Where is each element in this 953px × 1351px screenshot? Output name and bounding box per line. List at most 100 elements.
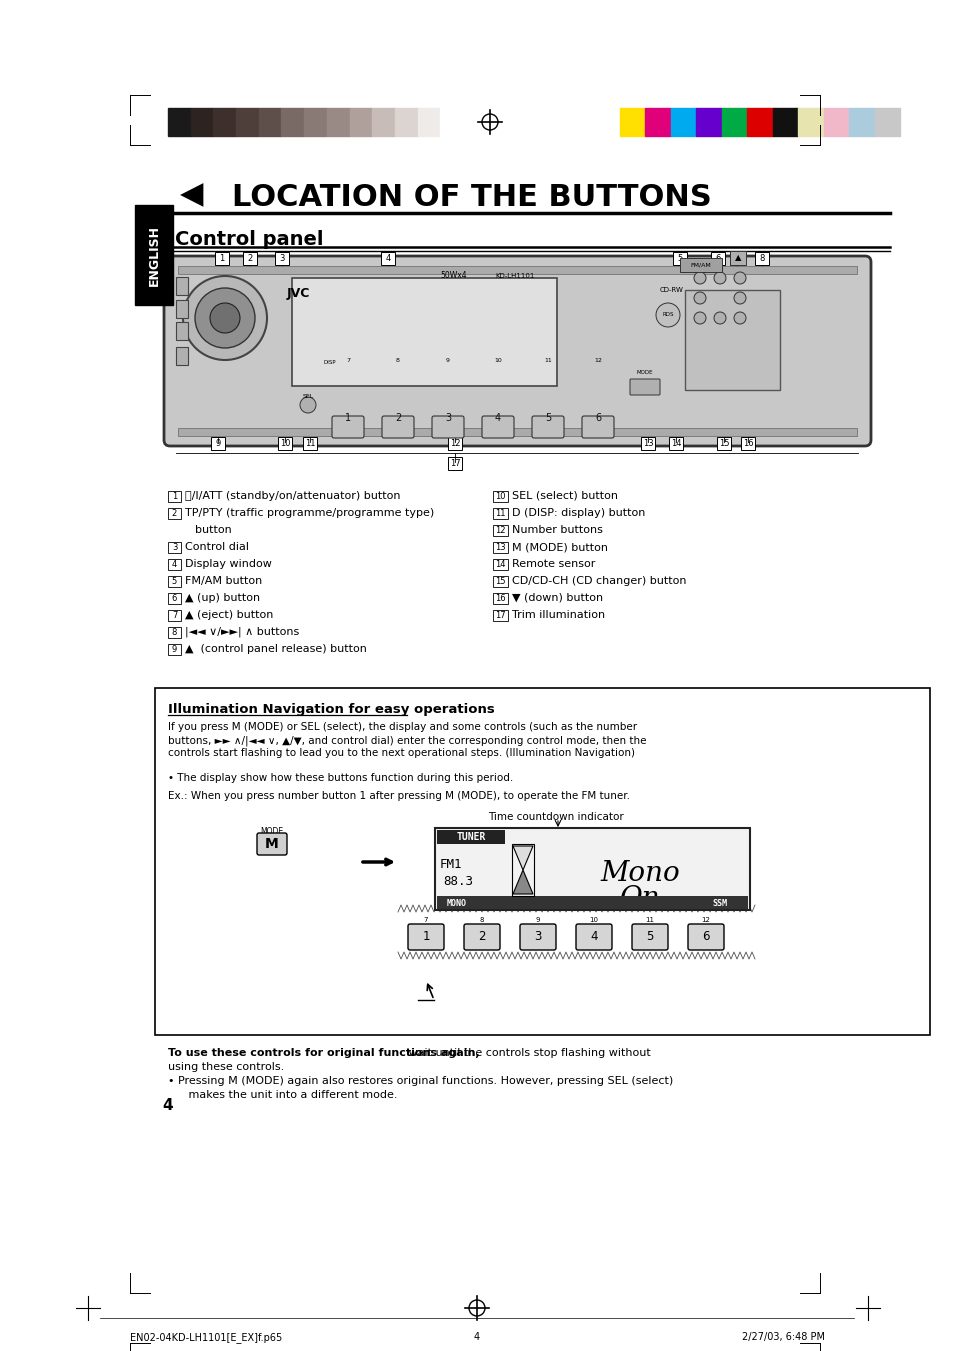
Text: LOCATION OF THE BUTTONS: LOCATION OF THE BUTTONS	[232, 182, 711, 212]
Text: 14: 14	[495, 561, 505, 569]
Text: 9: 9	[536, 917, 539, 923]
Text: MONO: MONO	[447, 898, 467, 908]
FancyBboxPatch shape	[432, 416, 463, 438]
Text: wait until the controls stop flashing without: wait until the controls stop flashing wi…	[405, 1048, 650, 1058]
Bar	[178, 428, 856, 436]
FancyBboxPatch shape	[710, 253, 724, 265]
Text: 1: 1	[172, 492, 177, 501]
Text: 4: 4	[474, 1332, 479, 1342]
FancyBboxPatch shape	[493, 611, 507, 621]
Text: TUNER: TUNER	[456, 832, 485, 842]
Bar	[349, 108, 372, 136]
Text: 10: 10	[494, 358, 501, 362]
Text: 2: 2	[477, 931, 485, 943]
Text: Ex.: When you press number button 1 after pressing M (MODE), to operate the FM t: Ex.: When you press number button 1 afte…	[168, 790, 629, 801]
Bar	[154, 688, 929, 1035]
Text: Illumination Navigation for easy operations: Illumination Navigation for easy operati…	[168, 703, 495, 716]
Text: 7: 7	[172, 611, 177, 620]
Text: 15: 15	[718, 439, 728, 449]
Bar	[619, 108, 645, 136]
Text: 5: 5	[645, 931, 653, 943]
Bar	[670, 108, 696, 136]
Circle shape	[656, 303, 679, 327]
FancyBboxPatch shape	[729, 253, 743, 265]
Bar	[168, 108, 191, 136]
FancyBboxPatch shape	[380, 253, 395, 265]
Text: 7: 7	[423, 917, 428, 923]
FancyBboxPatch shape	[168, 593, 181, 604]
Bar	[436, 830, 504, 844]
Text: 5: 5	[172, 577, 177, 586]
Text: 2: 2	[395, 413, 400, 423]
Text: Control panel: Control panel	[174, 230, 323, 249]
Text: ▲  (control panel release) button: ▲ (control panel release) button	[185, 644, 367, 654]
FancyBboxPatch shape	[672, 253, 686, 265]
Bar	[235, 108, 258, 136]
Text: 50Wx4: 50Wx4	[439, 272, 466, 281]
Circle shape	[183, 276, 267, 359]
Text: JVC: JVC	[287, 286, 310, 300]
Bar	[175, 322, 188, 340]
Text: 4: 4	[495, 413, 500, 423]
Text: 12: 12	[700, 917, 710, 923]
FancyBboxPatch shape	[243, 253, 256, 265]
Text: SSM: SSM	[712, 898, 727, 908]
Text: 4: 4	[590, 931, 598, 943]
Bar	[175, 277, 188, 295]
Bar	[772, 108, 798, 136]
Bar	[874, 108, 899, 136]
Text: 14: 14	[670, 439, 680, 449]
FancyBboxPatch shape	[493, 526, 507, 536]
Text: 6: 6	[172, 594, 177, 603]
Text: 1: 1	[345, 413, 351, 423]
Text: Control dial: Control dial	[185, 542, 249, 553]
Text: 9: 9	[446, 358, 450, 362]
Bar	[435, 828, 749, 911]
Text: FM/AM: FM/AM	[690, 262, 711, 267]
FancyBboxPatch shape	[256, 834, 287, 855]
Text: 8: 8	[395, 358, 399, 362]
Text: 7: 7	[734, 254, 739, 263]
Text: 2: 2	[247, 254, 253, 263]
FancyBboxPatch shape	[408, 924, 443, 950]
Text: button: button	[194, 526, 232, 535]
Text: 10: 10	[279, 439, 290, 449]
FancyBboxPatch shape	[668, 436, 682, 450]
Text: 11: 11	[304, 439, 314, 449]
Text: 9: 9	[215, 439, 220, 449]
Circle shape	[194, 288, 254, 349]
Text: 11: 11	[543, 358, 551, 362]
Text: 6: 6	[595, 413, 600, 423]
Text: 15: 15	[495, 577, 505, 586]
Bar	[178, 266, 856, 274]
FancyBboxPatch shape	[168, 627, 181, 638]
Bar	[327, 108, 349, 136]
FancyBboxPatch shape	[493, 542, 507, 553]
Text: 88.3: 88.3	[442, 875, 473, 888]
Text: DISP: DISP	[323, 359, 336, 365]
Text: FM/AM button: FM/AM button	[185, 576, 262, 586]
Text: SEL: SEL	[302, 393, 314, 399]
Bar	[440, 108, 462, 136]
Text: Trim illumination: Trim illumination	[512, 611, 604, 620]
Text: Remote sensor: Remote sensor	[512, 559, 595, 569]
FancyBboxPatch shape	[687, 924, 723, 950]
Text: ▲: ▲	[734, 254, 740, 262]
Text: 12: 12	[449, 439, 459, 449]
Text: 12: 12	[495, 526, 505, 535]
Text: • The display show how these buttons function during this period.: • The display show how these buttons fun…	[168, 773, 513, 784]
Text: SEL (select) button: SEL (select) button	[512, 490, 618, 501]
Text: 7: 7	[346, 358, 350, 362]
FancyBboxPatch shape	[629, 380, 659, 394]
Text: ▲ (up) button: ▲ (up) button	[185, 593, 260, 603]
Text: EN02-04KD-LH1101[E_EX]f.p65: EN02-04KD-LH1101[E_EX]f.p65	[130, 1332, 282, 1343]
Text: ▼ (down) button: ▼ (down) button	[512, 593, 602, 603]
FancyBboxPatch shape	[493, 508, 507, 519]
FancyBboxPatch shape	[211, 436, 225, 450]
Circle shape	[693, 272, 705, 284]
Text: 16: 16	[741, 439, 753, 449]
Text: MODE: MODE	[636, 370, 653, 376]
FancyBboxPatch shape	[274, 253, 289, 265]
Text: controls start flashing to lead you to the next operational steps. (Illumination: controls start flashing to lead you to t…	[168, 748, 635, 758]
Bar	[191, 108, 213, 136]
